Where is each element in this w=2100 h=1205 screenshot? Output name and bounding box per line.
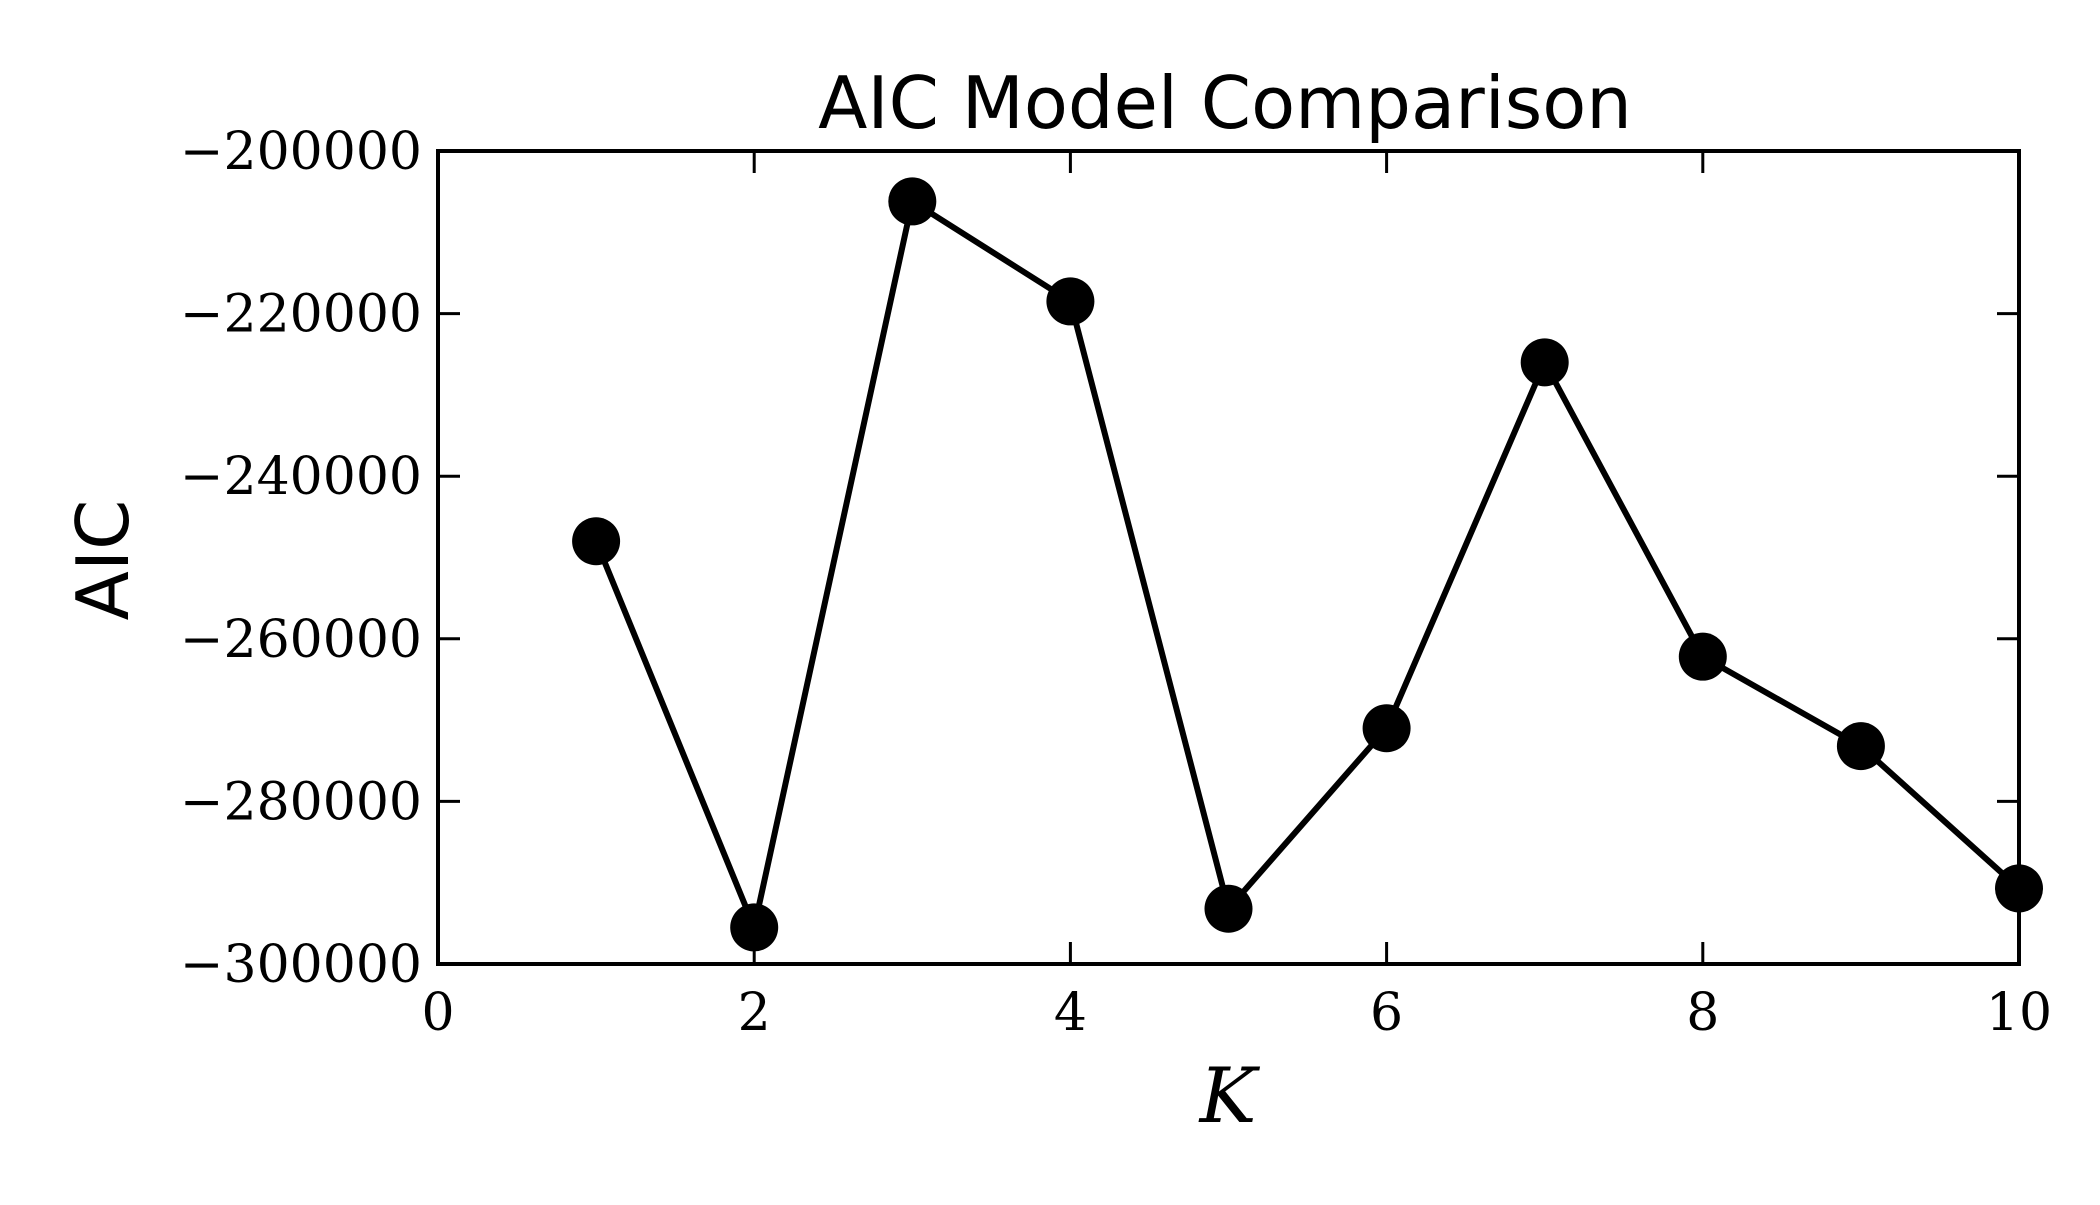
data-point [1204,884,1253,933]
series-line [593,198,2022,931]
data-point [1046,277,1095,326]
y-tick-label: −240000 [180,447,422,507]
ticks-layer: 0 2 4 6 8 10 −300000 −280000 −260000 −240000 −2200… [180,122,2052,1043]
data-point [730,903,779,952]
x-tick-label: 6 [1370,983,1403,1043]
plot-frame [436,149,2021,966]
x-tick-label: 8 [1686,983,1719,1043]
y-tick-label: −260000 [180,610,422,670]
x-tick-label: 0 [421,983,454,1043]
x-tick-label: 10 [1986,983,2052,1043]
y-axis-label: AIC [61,500,145,621]
marker-layer [572,177,2043,952]
data-point [1520,338,1569,387]
y-tick-label: −200000 [180,122,422,182]
chart-title: AIC Model Comparison [818,61,1632,145]
x-tick-label: 4 [1054,983,1087,1043]
y-tick-label: −220000 [180,285,422,345]
data-point [888,177,937,226]
series-line-layer [593,198,2022,931]
data-point [1362,704,1411,753]
data-point [572,517,621,566]
y-tick-label: −280000 [180,772,422,832]
data-point [1678,632,1727,681]
x-axis-label: K [1198,1051,1261,1140]
x-tick-label: 2 [738,983,771,1043]
y-tick-label: −300000 [180,935,422,995]
data-point [1836,722,1885,771]
